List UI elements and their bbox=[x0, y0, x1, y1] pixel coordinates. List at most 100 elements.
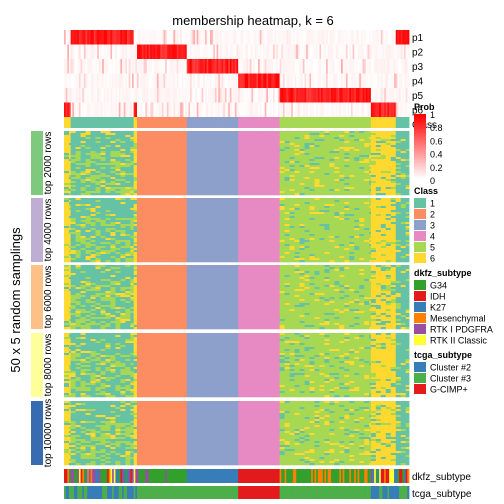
membership-cell-p3 bbox=[78, 59, 81, 74]
matrix-cell bbox=[385, 171, 392, 174]
class-annotation-cell bbox=[165, 117, 168, 128]
membership-cell-p6 bbox=[276, 102, 279, 117]
matrix-cell bbox=[68, 183, 72, 186]
matrix-cell bbox=[314, 226, 320, 229]
matrix-cell bbox=[400, 204, 407, 207]
membership-cell-p2 bbox=[292, 44, 295, 59]
matrix-cell bbox=[294, 145, 300, 148]
membership-cell-p3 bbox=[102, 59, 105, 74]
matrix-cell bbox=[339, 216, 345, 219]
matrix-cell bbox=[339, 214, 345, 217]
membership-cell-p6 bbox=[256, 102, 259, 117]
matrix-cell bbox=[221, 183, 227, 186]
matrix-cell bbox=[70, 202, 77, 205]
matrix-cell bbox=[95, 202, 101, 205]
membership-cell-p2 bbox=[198, 44, 201, 59]
membership-cell-p2 bbox=[176, 44, 179, 59]
matrix-cell bbox=[156, 222, 163, 225]
matrix-cell bbox=[329, 208, 335, 211]
membership-cell-p4 bbox=[180, 73, 183, 88]
matrix-cell bbox=[75, 214, 81, 217]
matrix-cell bbox=[68, 153, 72, 156]
membership-cell-p4 bbox=[302, 73, 305, 88]
membership-cell-p3 bbox=[148, 59, 151, 74]
matrix-cell bbox=[136, 137, 143, 140]
membership-cell-p3 bbox=[251, 59, 254, 74]
membership-cell-p5 bbox=[173, 88, 176, 103]
membership-cell-p4 bbox=[67, 73, 70, 88]
matrix-cell bbox=[405, 151, 410, 154]
matrix-cell bbox=[70, 226, 77, 229]
membership-cell-p6 bbox=[204, 102, 208, 117]
membership-cell-p4 bbox=[264, 73, 267, 88]
membership-cell-p1 bbox=[143, 30, 146, 45]
matrix-cell bbox=[329, 165, 335, 168]
matrix-cell bbox=[370, 220, 377, 223]
matrix-cell bbox=[268, 147, 274, 150]
membership-cell-p6 bbox=[229, 102, 232, 117]
membership-cell-p6 bbox=[311, 102, 314, 117]
membership-cell-p2 bbox=[87, 44, 90, 59]
membership-cell-p2 bbox=[395, 44, 398, 59]
membership-cell-p5 bbox=[216, 88, 219, 103]
matrix-cell bbox=[146, 135, 153, 138]
matrix-cell bbox=[136, 224, 143, 227]
matrix-cell bbox=[171, 204, 178, 207]
matrix-cell bbox=[95, 171, 101, 174]
matrix-cell bbox=[100, 171, 106, 174]
membership-cell-p6 bbox=[350, 102, 354, 117]
membership-cell-p1 bbox=[277, 30, 281, 45]
matrix-cell bbox=[151, 133, 158, 136]
matrix-cell bbox=[125, 139, 131, 142]
membership-cell-p2 bbox=[151, 44, 154, 59]
matrix-cell bbox=[105, 183, 111, 186]
membership-cell-p4 bbox=[241, 73, 244, 88]
membership-cell-p1 bbox=[355, 30, 358, 45]
membership-cell-p5 bbox=[319, 88, 322, 103]
matrix-cell bbox=[141, 145, 148, 148]
membership-cell-p5 bbox=[72, 88, 75, 103]
matrix-cell bbox=[304, 141, 310, 144]
membership-cell-p5 bbox=[389, 88, 392, 103]
matrix-cell bbox=[385, 169, 392, 172]
class-annotation-cell bbox=[198, 117, 201, 128]
matrix-cell bbox=[329, 141, 335, 144]
matrix-cell bbox=[176, 175, 183, 178]
matrix-cell bbox=[277, 137, 281, 140]
membership-cell-p6 bbox=[286, 102, 289, 117]
matrix-cell bbox=[196, 204, 203, 207]
membership-cell-p6 bbox=[268, 102, 271, 117]
class-annotation-cell bbox=[87, 117, 90, 128]
matrix-cell bbox=[100, 183, 106, 186]
matrix-cell bbox=[369, 149, 372, 152]
membership-cell-p5 bbox=[392, 88, 395, 103]
matrix-cell bbox=[339, 187, 345, 190]
matrix-cell bbox=[314, 181, 320, 184]
matrix-cell bbox=[226, 175, 232, 178]
matrix-cell bbox=[385, 198, 392, 201]
membership-cell-p2 bbox=[158, 44, 161, 59]
membership-cell-p5 bbox=[384, 88, 387, 103]
matrix-cell bbox=[70, 151, 77, 154]
membership-cell-p2 bbox=[219, 44, 222, 59]
matrix-cell bbox=[156, 183, 163, 186]
matrix-cell bbox=[314, 187, 320, 190]
membership-cell-p4 bbox=[314, 73, 317, 88]
membership-cell-p1 bbox=[289, 30, 292, 45]
matrix-cell bbox=[370, 155, 377, 158]
membership-cell-p4 bbox=[359, 73, 362, 88]
membership-cell-p6 bbox=[249, 102, 252, 117]
matrix-cell bbox=[329, 181, 335, 184]
matrix-cell bbox=[395, 159, 402, 162]
matrix-cell bbox=[156, 145, 163, 148]
matrix-cell bbox=[181, 204, 188, 207]
matrix-cell bbox=[216, 181, 222, 184]
matrix-cell bbox=[146, 173, 153, 176]
matrix-cell bbox=[80, 202, 86, 205]
matrix-cell bbox=[304, 216, 310, 219]
matrix-cell bbox=[100, 198, 106, 201]
membership-cell-p4 bbox=[178, 73, 181, 88]
membership-cell-p6 bbox=[77, 102, 80, 117]
matrix-cell bbox=[349, 179, 355, 182]
membership-cell-p6 bbox=[336, 102, 339, 117]
